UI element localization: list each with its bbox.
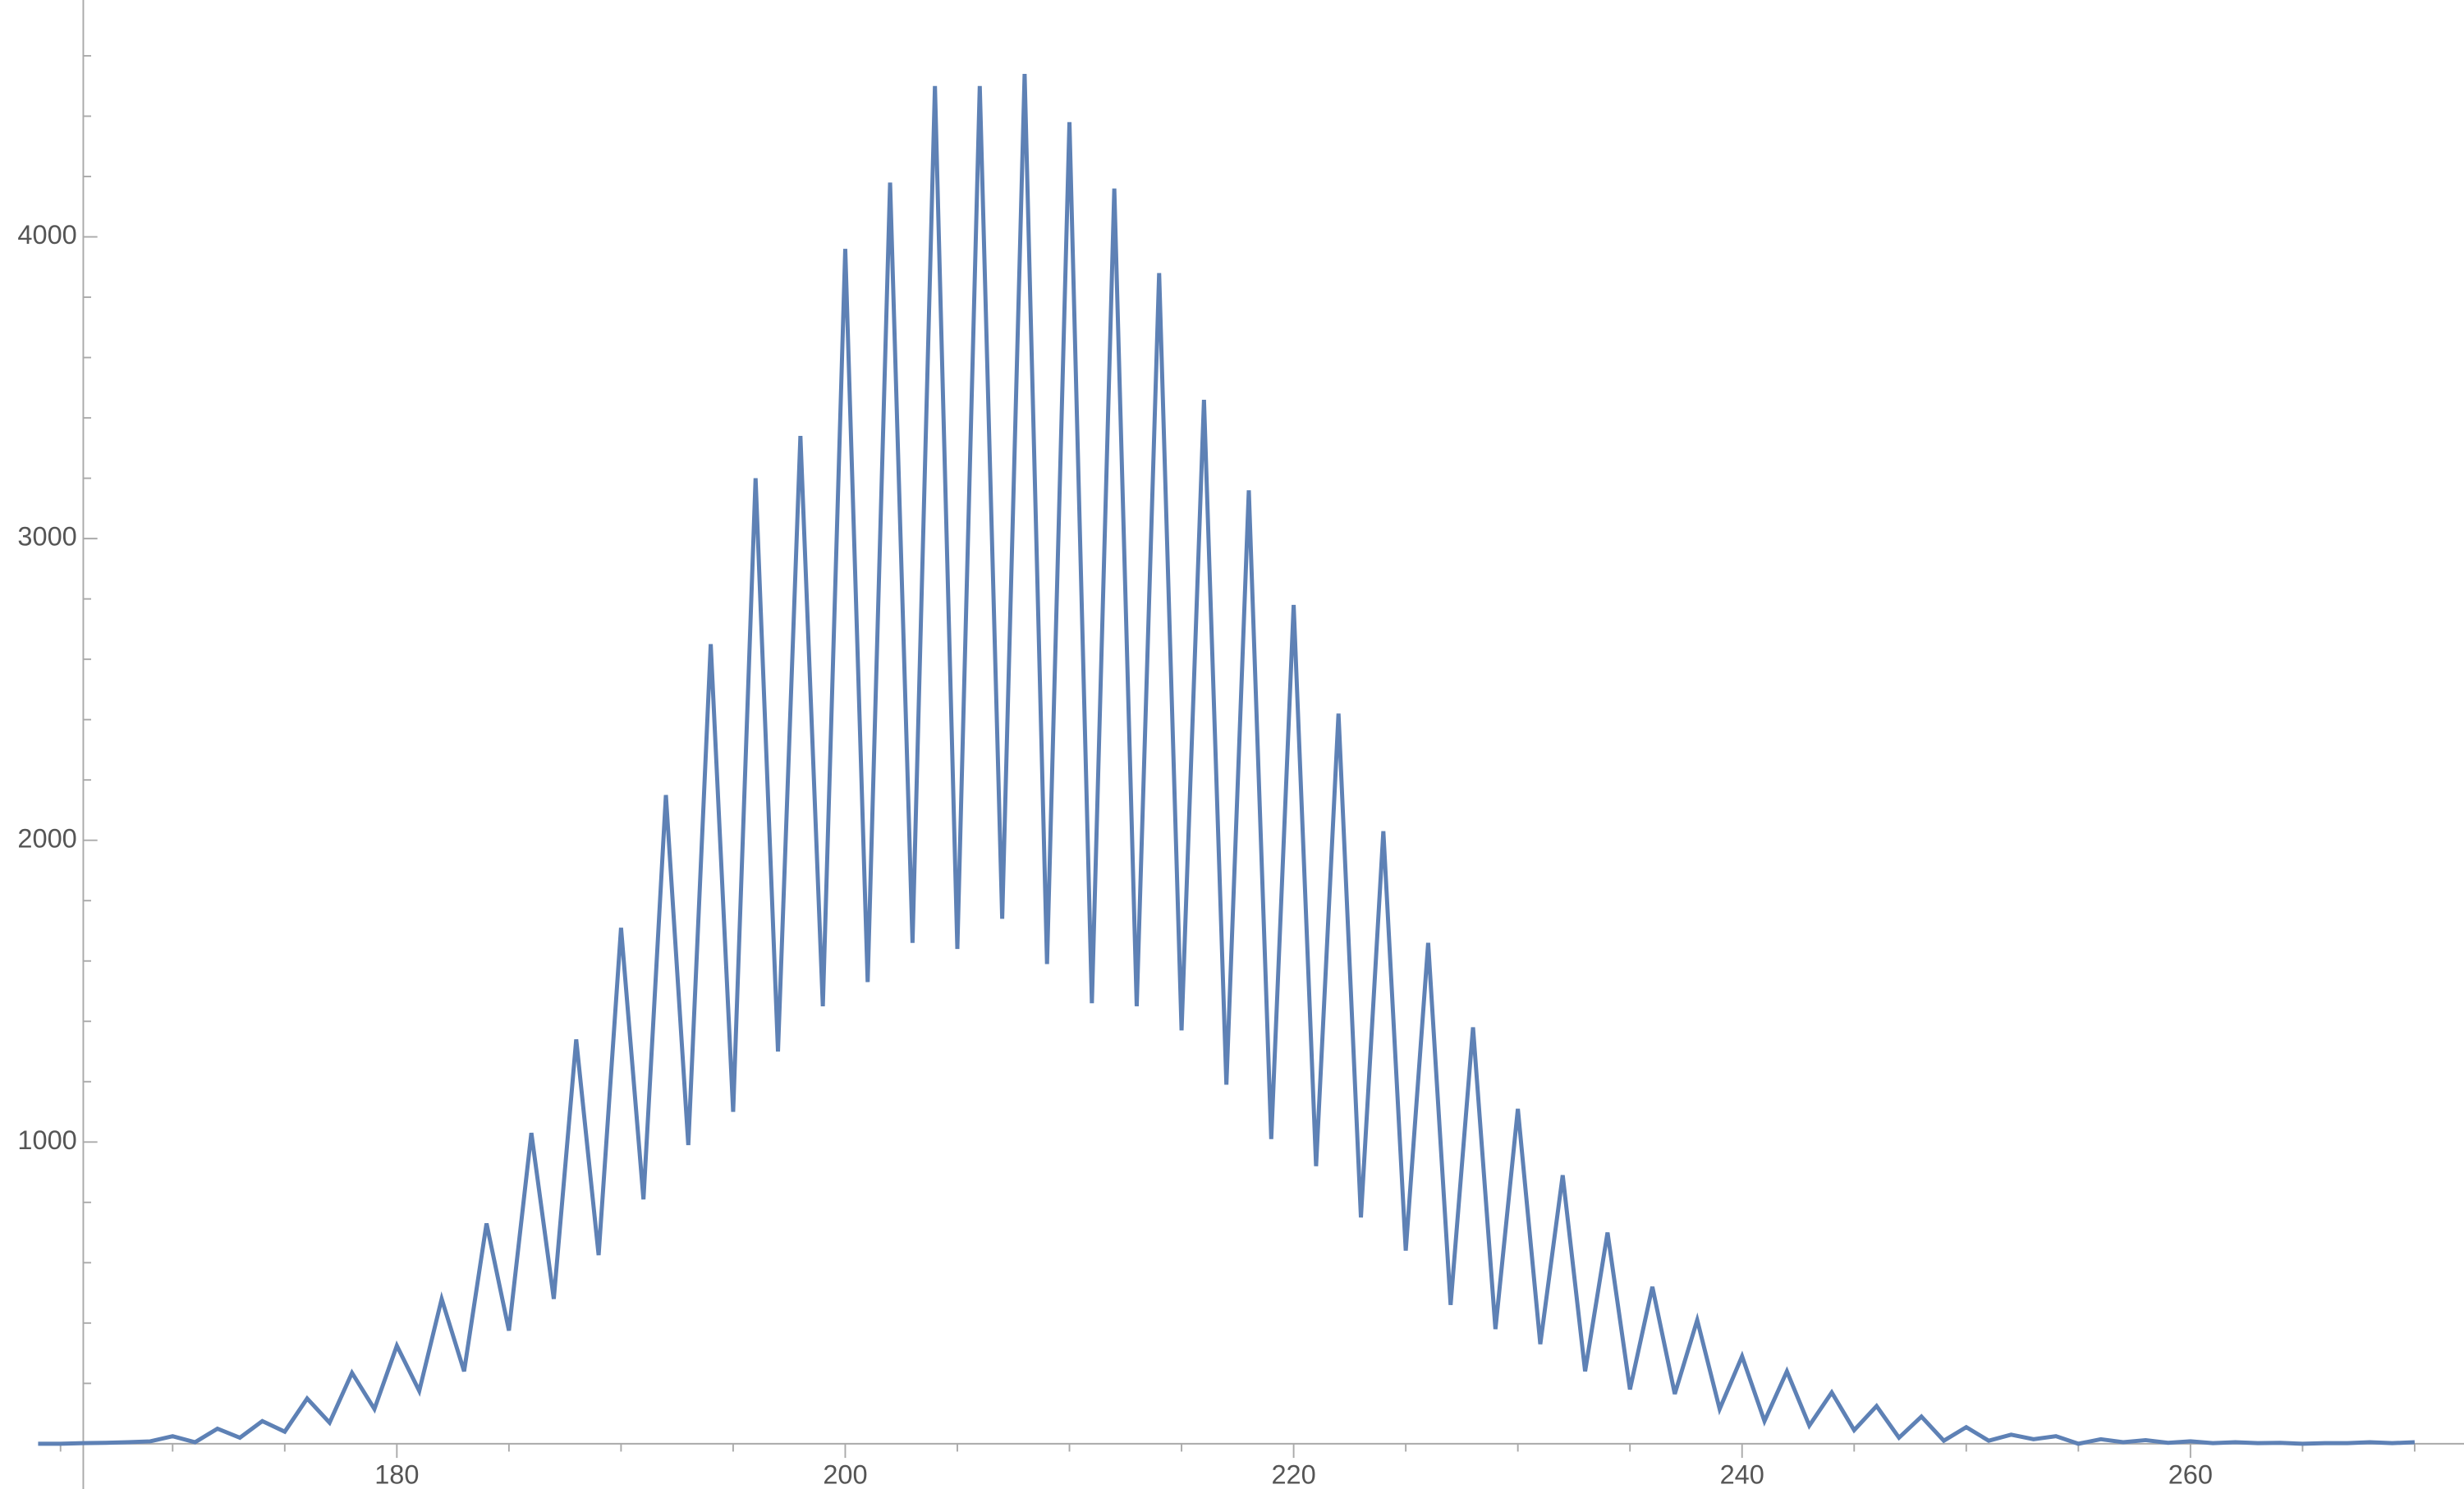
y-tick-label: 3000 xyxy=(17,522,76,552)
y-tick-label: 2000 xyxy=(17,823,76,853)
x-tick-label: 180 xyxy=(374,1460,419,1489)
x-tick-label: 220 xyxy=(1271,1460,1315,1489)
x-tick-label: 260 xyxy=(2168,1460,2213,1489)
x-tick-label: 200 xyxy=(823,1460,867,1489)
x-tick-label: 240 xyxy=(1720,1460,1764,1489)
y-tick-label: 4000 xyxy=(17,220,76,250)
data-line xyxy=(38,73,2416,1446)
y-tick-label: 1000 xyxy=(17,1125,76,1155)
